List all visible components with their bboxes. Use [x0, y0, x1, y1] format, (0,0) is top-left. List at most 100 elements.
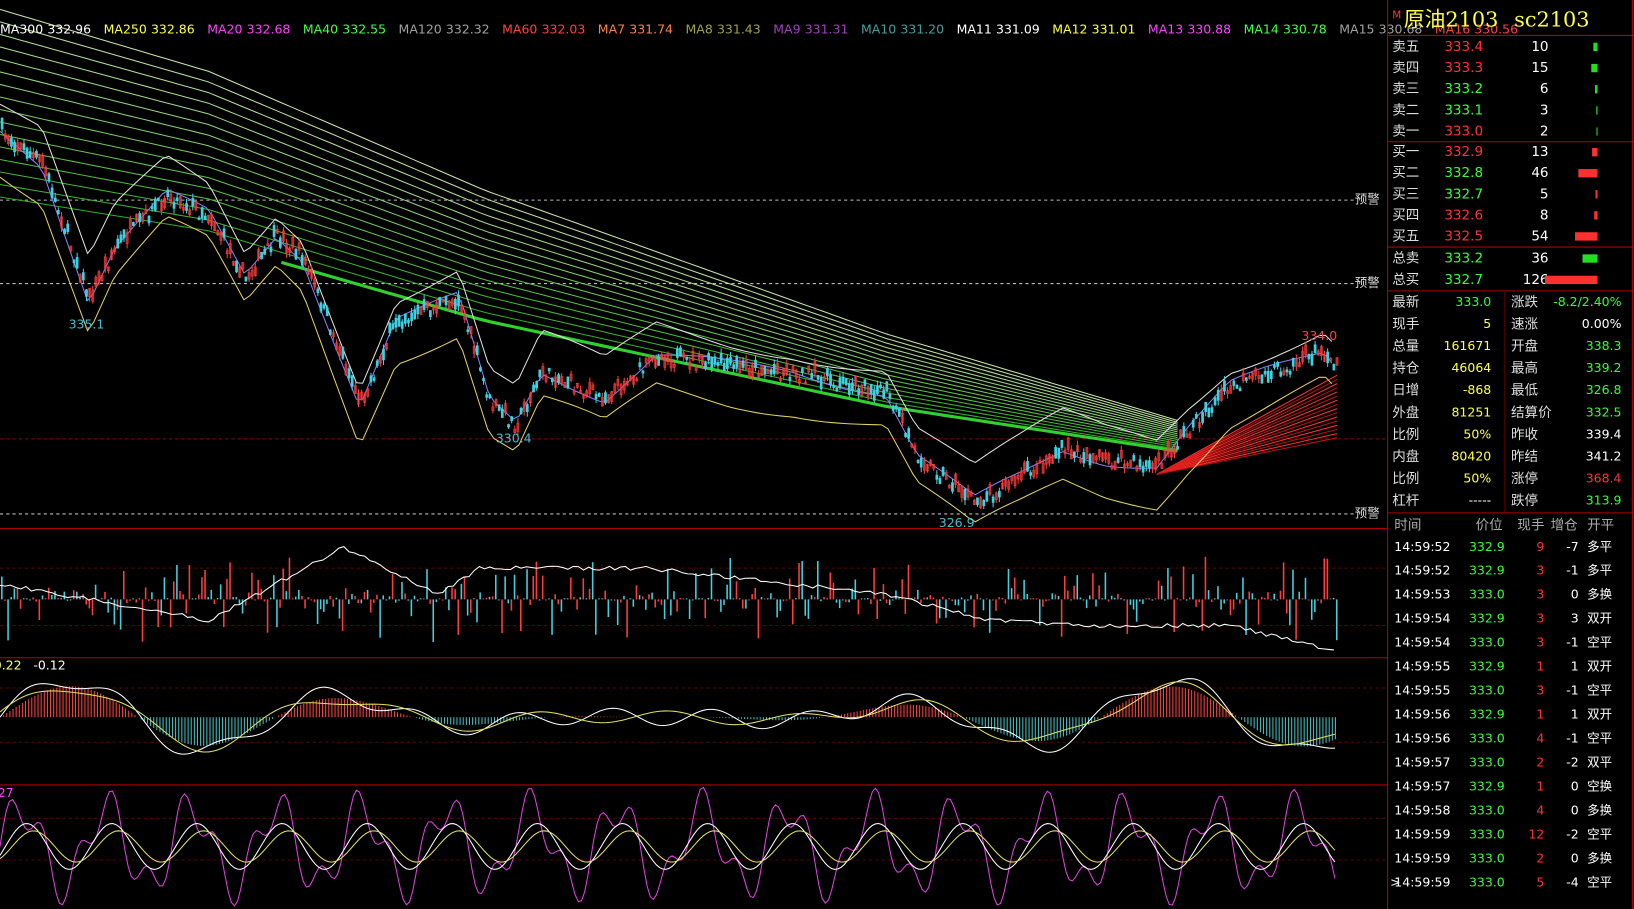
- tick-cell: 多换: [1587, 803, 1612, 818]
- volume-bar: [19, 599, 22, 609]
- volume-bar: [132, 598, 134, 600]
- candle: [629, 375, 632, 380]
- volume-bar: [1126, 599, 1129, 634]
- macd-bar: [1034, 717, 1036, 742]
- macd-bar: [465, 717, 467, 725]
- macd-bar: [490, 717, 492, 724]
- book-price: 332.6: [1444, 207, 1483, 223]
- candle: [654, 358, 657, 368]
- candle: [835, 387, 839, 392]
- macd-bar: [296, 706, 299, 718]
- candle: [316, 288, 320, 294]
- ma-line: [1156, 374, 1338, 475]
- macd-bar: [472, 717, 474, 725]
- candle: [22, 143, 26, 151]
- volume-bar: [1179, 599, 1182, 601]
- macd-bar: [140, 717, 142, 720]
- volume-bar: [951, 599, 953, 602]
- candle: [982, 499, 986, 507]
- candle: [347, 368, 351, 379]
- macd-bar: [1325, 717, 1327, 743]
- volume-bar: [876, 599, 878, 620]
- tick-cell: 1: [1571, 659, 1579, 674]
- volume-bar: [710, 568, 713, 600]
- volume-bar: [154, 599, 156, 601]
- candle: [554, 376, 557, 388]
- candle: [1085, 447, 1089, 459]
- tick-header: 价位: [1476, 517, 1503, 533]
- macd-bar: [944, 710, 946, 718]
- candle: [963, 488, 967, 501]
- macd-bar: [912, 704, 914, 718]
- volume-bar: [323, 599, 325, 612]
- volume-bar: [51, 594, 53, 600]
- volume-bar: [885, 599, 888, 604]
- macd-bar: [740, 717, 742, 719]
- volume-bar: [810, 595, 813, 600]
- candle: [816, 375, 820, 380]
- volume-bar: [560, 599, 563, 612]
- ma-value: 330.68: [1379, 22, 1423, 37]
- volume-bar: [663, 599, 666, 620]
- macd-bar: [200, 717, 202, 746]
- book-volume: 5: [1540, 186, 1549, 202]
- tick-cell: 2: [1536, 850, 1544, 865]
- macd-bar: [966, 717, 968, 719]
- candle: [444, 296, 448, 306]
- volume-bar: [363, 591, 366, 600]
- volume-bar: [79, 597, 81, 600]
- book-label: 卖一: [1392, 124, 1419, 140]
- volume-bar: [394, 599, 397, 603]
- volume-bar: [1098, 585, 1100, 600]
- ma-value: 331.31: [805, 22, 849, 37]
- candle: [1029, 472, 1032, 476]
- volume-bar: [982, 599, 985, 611]
- macd-bar: [531, 717, 533, 719]
- candle: [1238, 387, 1242, 392]
- candle: [704, 362, 707, 370]
- candle: [813, 361, 817, 374]
- candle: [1063, 449, 1067, 455]
- macd-bar: [1209, 698, 1211, 718]
- candle: [38, 154, 41, 163]
- tick-cell: 332.9: [1469, 563, 1505, 578]
- candle: [488, 394, 492, 399]
- macd-bar: [278, 715, 280, 718]
- volume-bar: [219, 584, 222, 600]
- macd-bar: [221, 717, 224, 744]
- tick-cell: 3: [1536, 635, 1544, 650]
- candle: [575, 382, 579, 388]
- candle: [1154, 457, 1158, 470]
- stat-label: 杠杆: [1392, 493, 1420, 509]
- volume-bar: [54, 591, 56, 600]
- macd-bar: [1091, 717, 1093, 723]
- macd-bar: [756, 717, 758, 720]
- macd-bar: [68, 686, 70, 718]
- candle: [697, 354, 701, 360]
- volume-bar: [369, 599, 372, 613]
- ma-line: [1156, 403, 1338, 475]
- volume-bar: [623, 595, 625, 600]
- volume-bar: [920, 599, 922, 603]
- candle: [397, 315, 401, 327]
- candle: [85, 289, 88, 297]
- macd-bar: [1012, 717, 1014, 738]
- macd-bar: [850, 712, 852, 718]
- candle: [1248, 375, 1251, 379]
- candle: [210, 214, 213, 226]
- macd-bar: [590, 716, 592, 718]
- stat-label: 涨停: [1511, 470, 1538, 487]
- volume-bar: [332, 599, 334, 607]
- macd-bar: [375, 705, 377, 718]
- macd-bar: [343, 698, 345, 718]
- macd-bar: [347, 698, 349, 718]
- stat-value: 0.00%: [1582, 316, 1622, 331]
- tick-cell: 4: [1536, 803, 1544, 818]
- volume-bar: [898, 598, 900, 600]
- tick-cell: 14:59:53: [1394, 587, 1450, 602]
- macd-bar: [1050, 717, 1052, 740]
- volume-bar: [113, 599, 116, 625]
- candle: [547, 367, 551, 372]
- book-label: 买三: [1392, 186, 1419, 202]
- tick-cell: -4: [1566, 874, 1579, 889]
